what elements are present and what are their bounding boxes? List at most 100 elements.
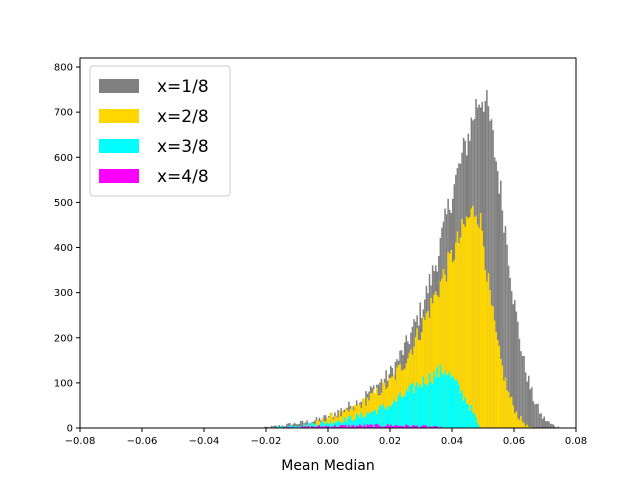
legend-swatch xyxy=(99,79,139,93)
y-tick-label: 800 xyxy=(54,63,73,74)
histogram-bar xyxy=(295,426,297,428)
histogram-bar xyxy=(436,367,439,428)
histogram-bar xyxy=(267,426,270,428)
histogram-bar xyxy=(379,426,381,428)
histogram-bar xyxy=(403,395,406,428)
histogram-bar xyxy=(331,412,333,428)
histogram-bar xyxy=(390,406,392,428)
histogram-bar xyxy=(504,377,507,428)
histogram-bar xyxy=(369,412,372,428)
histogram-bar xyxy=(386,409,389,428)
histogram-bar xyxy=(386,387,389,428)
histogram-bar xyxy=(278,425,280,428)
histogram-bar xyxy=(393,399,395,428)
histogram-bar xyxy=(328,426,330,428)
legend-label: x=4/8 xyxy=(157,167,209,187)
histogram-bar xyxy=(470,208,473,428)
histogram-bar xyxy=(416,382,418,428)
histogram-bar xyxy=(428,372,431,428)
legend-swatch xyxy=(99,169,139,183)
histogram-bar xyxy=(462,224,465,428)
histogram-bar xyxy=(394,425,397,428)
histogram-bar xyxy=(408,426,411,428)
histogram-bar xyxy=(458,384,460,428)
histogram-bar xyxy=(496,171,499,428)
histogram-bar xyxy=(517,321,519,428)
histogram-bar xyxy=(376,414,378,428)
histogram-bar xyxy=(310,423,313,428)
histogram-bar xyxy=(318,421,321,428)
legend-label: x=2/8 xyxy=(157,107,209,127)
histogram-bar xyxy=(312,423,315,428)
histogram-bar xyxy=(275,425,277,428)
histogram-bar xyxy=(518,419,521,428)
x-tick-label: 0.02 xyxy=(379,436,401,447)
histogram-bar xyxy=(436,426,439,428)
histogram-bar xyxy=(422,317,425,428)
histogram-bar xyxy=(439,364,442,428)
histogram-bar xyxy=(396,425,398,428)
histogram-bar xyxy=(359,404,361,428)
histogram-bar xyxy=(369,393,372,428)
histogram-bar xyxy=(338,420,341,428)
histogram-bar xyxy=(355,414,358,428)
histogram-bar xyxy=(374,424,377,428)
histogram-bar xyxy=(357,426,359,428)
histogram-bar xyxy=(411,382,414,428)
histogram-bar xyxy=(300,420,302,428)
histogram-bar xyxy=(332,422,335,428)
histogram-bar xyxy=(335,421,338,428)
histogram-bar xyxy=(300,426,302,428)
histogram-bar xyxy=(360,425,363,428)
histogram-bar xyxy=(490,305,493,428)
histogram-bar xyxy=(402,397,404,428)
x-tick-label: −0.08 xyxy=(65,436,96,447)
histogram-bar xyxy=(524,426,527,428)
histogram-bar xyxy=(326,426,328,428)
histogram-bar xyxy=(396,367,398,428)
histogram-bar xyxy=(360,412,363,428)
histogram-bar xyxy=(424,319,426,428)
histogram-bar xyxy=(413,346,415,428)
histogram-bar xyxy=(510,291,513,428)
x-tick-label: 0.06 xyxy=(503,436,525,447)
histogram-bar xyxy=(503,380,505,428)
histogram-bar xyxy=(264,426,266,428)
histogram-bar xyxy=(500,180,502,428)
legend-label: x=1/8 xyxy=(157,77,209,97)
histogram-bar xyxy=(514,413,516,428)
histogram-bar xyxy=(514,300,516,428)
y-tick-label: 400 xyxy=(54,243,73,254)
x-tick-label: −0.02 xyxy=(251,436,282,447)
histogram-bar xyxy=(450,377,452,428)
histogram-bar xyxy=(417,387,420,428)
histogram-bar xyxy=(459,393,462,428)
histogram-bar xyxy=(286,423,288,428)
histogram-bar xyxy=(324,425,327,428)
histogram-bar xyxy=(388,378,390,428)
histogram-bar xyxy=(298,423,301,428)
histogram-bar xyxy=(332,426,335,428)
histogram-bar xyxy=(368,425,370,428)
histogram-bar xyxy=(328,417,330,428)
histogram-bar xyxy=(453,259,456,428)
histogram-bar xyxy=(503,232,505,428)
histogram-bar xyxy=(340,425,342,428)
histogram-bar xyxy=(489,120,491,429)
histogram-bar xyxy=(509,397,511,428)
histogram-bar xyxy=(341,411,344,428)
histogram-bar xyxy=(472,412,474,428)
histogram-bar xyxy=(421,332,423,428)
histogram-bar xyxy=(430,382,432,428)
histogram-bar xyxy=(317,425,319,428)
histogram-bar xyxy=(512,405,514,428)
histogram-bar xyxy=(335,426,338,428)
histogram-bar xyxy=(456,231,459,428)
histogram-bar xyxy=(464,397,466,428)
histogram-bar xyxy=(501,365,504,428)
histogram-bar xyxy=(334,425,336,428)
histogram-bar xyxy=(363,417,366,428)
histogram-bar xyxy=(383,408,386,428)
histogram-bar xyxy=(309,426,311,428)
histogram-bar xyxy=(431,426,434,428)
